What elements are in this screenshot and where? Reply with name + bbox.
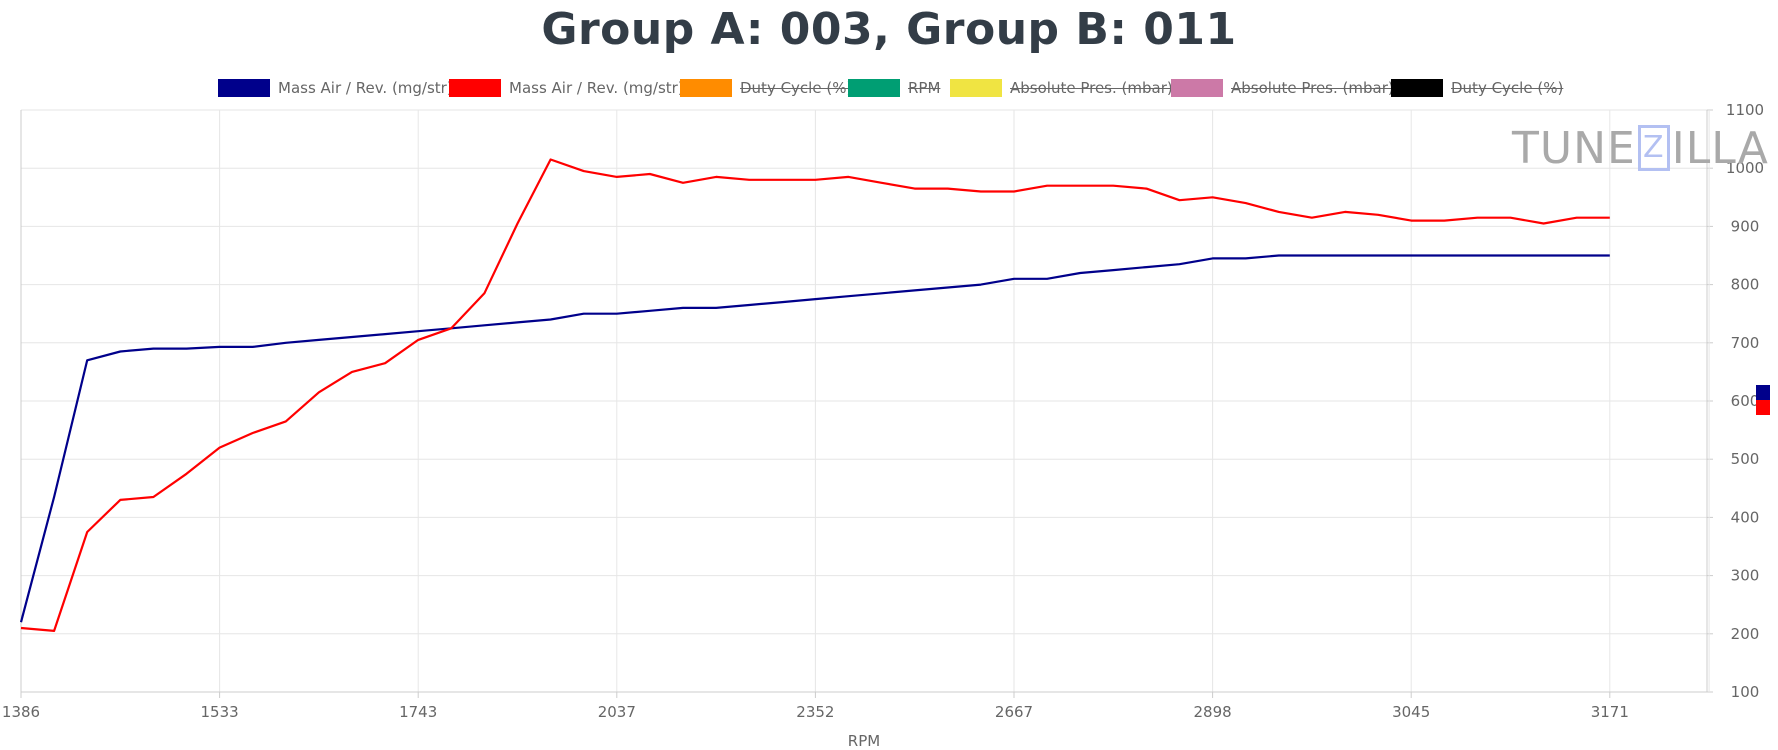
x-tick-label: 2667 [995, 703, 1033, 721]
legend-label: Absolute Pres. (mbar) [1010, 79, 1173, 97]
legend-label: RPM [908, 79, 941, 97]
x-tick-label: 1386 [2, 703, 40, 721]
tunezilla-watermark: TUNE Z ILLA [1512, 122, 1769, 174]
x-tick-label: 1743 [399, 703, 437, 721]
y-tick-label: 800 [1731, 276, 1760, 294]
legend: Mass Air / Rev. (mg/str) Mass Air / Rev. … [0, 78, 1778, 100]
y-tick-label: 600 [1731, 392, 1760, 410]
legend-swatch [218, 79, 270, 97]
y-tick-label: 300 [1731, 567, 1760, 585]
legend-swatch [1171, 79, 1223, 97]
side-marker-blue [1756, 385, 1770, 400]
y-tick-label: 400 [1731, 508, 1760, 526]
x-tick-label: 2898 [1194, 703, 1232, 721]
x-tick-label: 2037 [598, 703, 636, 721]
x-axis-title: RPM [848, 732, 880, 750]
legend-label: Duty Cycle (%) [1451, 79, 1564, 97]
legend-label: Duty Cycle (%) [740, 79, 853, 97]
legend-label: Absolute Pres. (mbar) [1231, 79, 1394, 97]
legend-item[interactable]: Mass Air / Rev. (mg/str) [449, 78, 684, 98]
y-tick-label: 200 [1731, 625, 1760, 643]
series-line-2 [20, 158, 1610, 633]
side-marker-red [1756, 400, 1770, 415]
legend-swatch [848, 79, 900, 97]
x-tick-label: 3171 [1591, 703, 1629, 721]
legend-item[interactable]: Mass Air / Rev. (mg/str) [218, 78, 453, 98]
legend-swatch [950, 79, 1002, 97]
watermark-logo-box: Z [1637, 125, 1670, 171]
x-tick-label: 1533 [201, 703, 239, 721]
legend-item[interactable]: Duty Cycle (%) [1391, 78, 1563, 98]
watermark-text-left: TUNE [1512, 122, 1636, 174]
legend-item[interactable]: Absolute Pres. (mbar) [1171, 78, 1394, 98]
y-tick-label: 1000 [1726, 159, 1764, 177]
x-tick-label: 3045 [1392, 703, 1430, 721]
legend-swatch [680, 79, 732, 97]
legend-label: Mass Air / Rev. (mg/str) [278, 79, 453, 97]
legend-swatch [1391, 79, 1443, 97]
y-tick-label: 1100 [1726, 101, 1764, 119]
y-tick-label: 700 [1731, 334, 1760, 352]
y-tick-label: 100 [1731, 683, 1760, 701]
legend-item[interactable]: RPM [848, 78, 940, 98]
watermark-text-right: ILLA [1671, 122, 1769, 174]
chart-title: Group A: 003, Group B: 011 [541, 4, 1237, 55]
x-tick-label: 2352 [796, 703, 834, 721]
legend-item[interactable]: Duty Cycle (%) [680, 78, 852, 98]
y-tick-label: 900 [1731, 217, 1760, 235]
legend-item[interactable]: Absolute Pres. (mbar) [950, 78, 1173, 98]
legend-swatch [449, 79, 501, 97]
y-tick-label: 500 [1731, 450, 1760, 468]
legend-label: Mass Air / Rev. (mg/str) [509, 79, 684, 97]
